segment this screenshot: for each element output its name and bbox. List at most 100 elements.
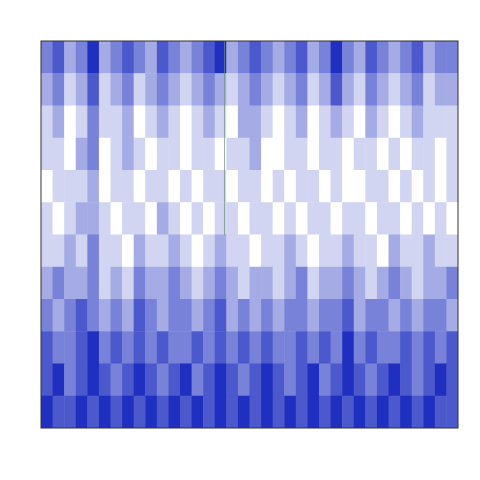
heatmap-cell: [99, 138, 111, 171]
heatmap-cell: [145, 331, 157, 364]
heatmap-cell: [192, 396, 204, 428]
heatmap-cell: [261, 73, 273, 106]
heatmap-cell: [157, 299, 169, 332]
heatmap-cell: [284, 106, 296, 139]
heatmap-cell: [192, 170, 204, 203]
heatmap-cell: [284, 235, 296, 268]
heatmap-cell: [412, 235, 424, 268]
heatmap-cell: [446, 138, 458, 171]
heatmap-cell: [250, 396, 262, 428]
heatmap-cell: [307, 331, 319, 364]
heatmap-cell: [319, 331, 331, 364]
heatmap-cell: [261, 331, 273, 364]
heatmap-cell: [377, 138, 389, 171]
heatmap-cell: [365, 138, 377, 171]
heatmap-cell: [354, 299, 366, 332]
heatmap-cell: [226, 106, 238, 139]
heatmap-cell: [41, 364, 53, 397]
heatmap-cell: [377, 73, 389, 106]
heatmap-cell: [250, 331, 262, 364]
heatmap-cell: [53, 331, 65, 364]
heatmap-cell: [226, 364, 238, 397]
heatmap-cell: [122, 73, 134, 106]
heatmap-cell: [53, 170, 65, 203]
heatmap-cell: [87, 170, 99, 203]
heatmap-cell: [261, 299, 273, 332]
heatmap-cell: [307, 202, 319, 235]
heatmap-cell: [122, 202, 134, 235]
heatmap-cell: [319, 73, 331, 106]
heatmap-cell: [192, 299, 204, 332]
heatmap-cell: [342, 396, 354, 428]
heatmap-cell: [180, 202, 192, 235]
heatmap-cell: [226, 202, 238, 235]
heatmap-cell: [134, 235, 146, 268]
heatmap-cell: [87, 235, 99, 268]
heatmap-cell: [365, 299, 377, 332]
heatmap-cell: [250, 235, 262, 268]
heatmap-cell: [331, 138, 343, 171]
heatmap-cell: [203, 299, 215, 332]
heatmap-cell: [145, 299, 157, 332]
heatmap-cell: [134, 138, 146, 171]
heatmap-cell: [250, 364, 262, 397]
heatmap-cell: [354, 202, 366, 235]
heatmap-cell: [157, 202, 169, 235]
heatmap-cell: [331, 299, 343, 332]
heatmap-cell: [435, 202, 447, 235]
heatmap-cell: [41, 396, 53, 428]
heatmap-cell: [435, 267, 447, 300]
heatmap-cell: [134, 202, 146, 235]
heatmap-cell: [319, 202, 331, 235]
heatmap-cell: [215, 235, 227, 268]
heatmap-cell: [99, 73, 111, 106]
heatmap-cell: [389, 235, 401, 268]
heatmap-cell: [435, 41, 447, 74]
heatmap-cell: [215, 396, 227, 428]
heatmap-cell: [99, 364, 111, 397]
heatmap-cell: [365, 202, 377, 235]
heatmap-cell: [192, 202, 204, 235]
heatmap-cell: [446, 106, 458, 139]
heatmap-cell: [87, 267, 99, 300]
heatmap-cell: [168, 364, 180, 397]
heatmap-cell: [111, 364, 123, 397]
heatmap-cell: [145, 235, 157, 268]
heatmap-cell: [261, 106, 273, 139]
heatmap-cell: [76, 267, 88, 300]
heatmap-cell: [111, 235, 123, 268]
heatmap-cell: [87, 202, 99, 235]
heatmap-cell: [412, 73, 424, 106]
heatmap-cell: [64, 364, 76, 397]
heatmap-cell: [53, 299, 65, 332]
heatmap-cell: [354, 41, 366, 74]
heatmap-cell: [400, 202, 412, 235]
heatmap-cell: [342, 106, 354, 139]
heatmap-cell: [122, 331, 134, 364]
heatmap-cell: [273, 106, 285, 139]
heatmap-cell: [145, 73, 157, 106]
heatmap-cell: [157, 106, 169, 139]
heatmap-cell: [354, 396, 366, 428]
heatmap-cell: [134, 73, 146, 106]
heatmap-cell: [180, 299, 192, 332]
heatmap-cell: [203, 235, 215, 268]
heatmap-cell: [215, 73, 227, 106]
heatmap-cell: [273, 331, 285, 364]
heatmap-cell: [53, 138, 65, 171]
heatmap-cell: [389, 73, 401, 106]
heatmap-cell: [377, 41, 389, 74]
heatmap-cell: [76, 170, 88, 203]
heatmap-cell: [365, 331, 377, 364]
heatmap-cell: [41, 235, 53, 268]
heatmap-cell: [76, 202, 88, 235]
heatmap-cell: [307, 170, 319, 203]
heatmap-cell: [261, 235, 273, 268]
heatmap-cell: [134, 41, 146, 74]
heatmap-cell: [41, 73, 53, 106]
heatmap-cell: [111, 331, 123, 364]
heatmap-cell: [423, 138, 435, 171]
heatmap-cell: [238, 396, 250, 428]
heatmap-cell: [307, 235, 319, 268]
heatmap-cell: [203, 396, 215, 428]
